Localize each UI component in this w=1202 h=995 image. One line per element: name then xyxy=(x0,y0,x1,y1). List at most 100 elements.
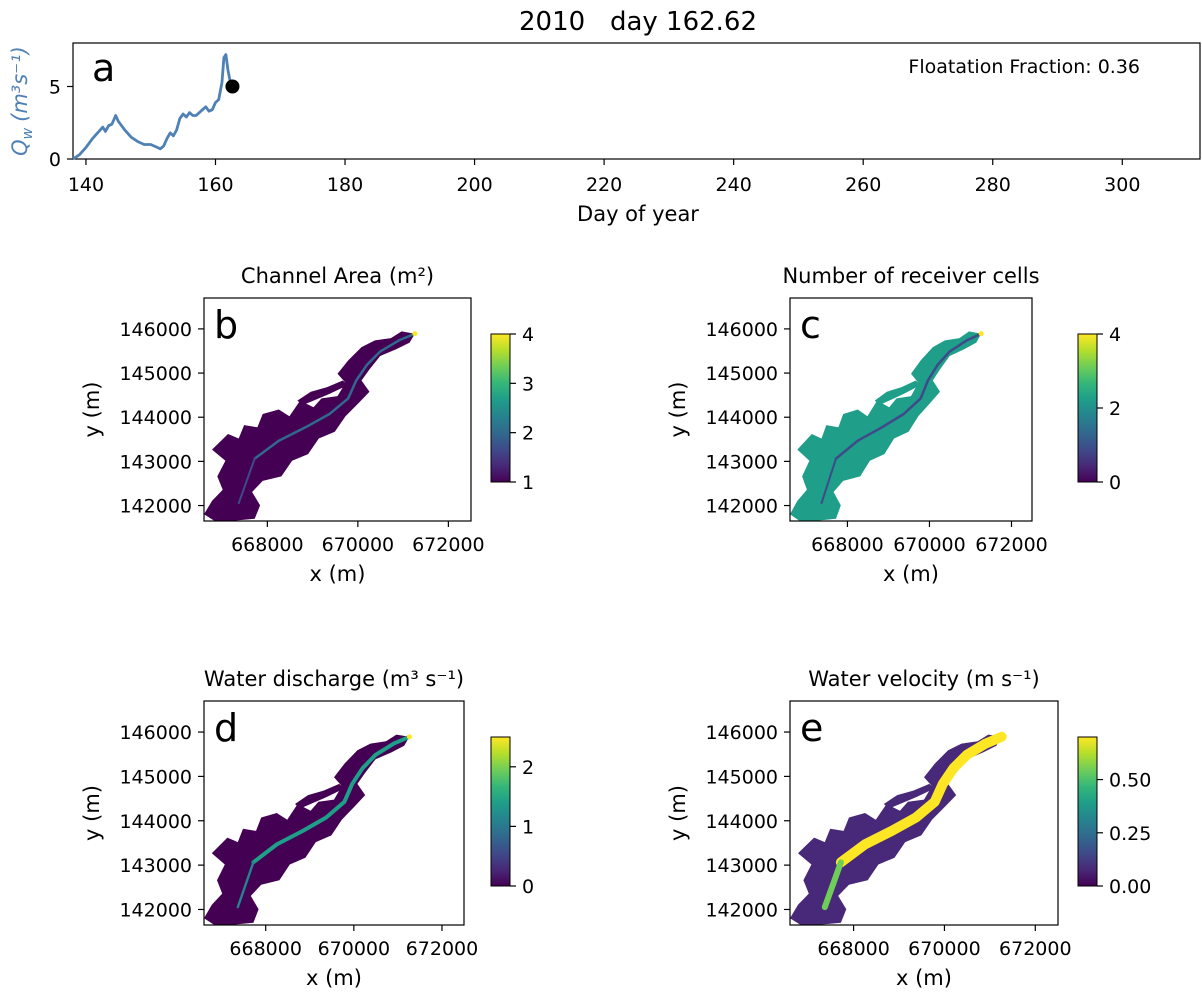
colorbar-tick-label: 4 xyxy=(522,324,534,346)
panel-label-e: e xyxy=(800,706,823,750)
channel-branch-d xyxy=(236,861,255,909)
map-x-axis-label-e: x (m) xyxy=(896,966,952,990)
map-axes-frame-d xyxy=(203,700,465,926)
channel-branch-c xyxy=(820,457,837,505)
x-tick-label: 672000 xyxy=(975,534,1048,556)
channel-network-b xyxy=(253,332,417,460)
colorbar-c xyxy=(1077,333,1098,483)
y-tick-label: 143000 xyxy=(705,855,778,877)
map-title-d: Water discharge (m³ s⁻¹) xyxy=(204,667,464,691)
colorbar-e xyxy=(1077,736,1098,887)
x-tick-label: 672000 xyxy=(999,938,1072,960)
y-tick-label: 142000 xyxy=(705,899,778,921)
x-tick-label: 200 xyxy=(456,174,492,196)
panel-label-d: d xyxy=(214,706,238,750)
hydrograph-y-axis-label: Qw (m³s⁻¹) xyxy=(8,46,36,156)
x-tick-label: 280 xyxy=(975,174,1011,196)
x-tick-label: 140 xyxy=(68,174,104,196)
y-tick-label: 145000 xyxy=(119,363,192,385)
colorbar-tick-label: 3 xyxy=(522,373,534,395)
y-tick-label: 144000 xyxy=(119,407,192,429)
y-tick-label: 142000 xyxy=(705,496,778,518)
x-tick-label: 670000 xyxy=(908,938,981,960)
y-tick-label: 145000 xyxy=(705,766,778,788)
y-label-subscript: w xyxy=(20,127,36,139)
map-axes-frame-c xyxy=(789,297,1033,522)
x-tick-label: 668000 xyxy=(229,938,302,960)
outlet-cell-c xyxy=(978,331,984,337)
colorbar-tick-label: 0 xyxy=(522,876,534,898)
panel-label-a: a xyxy=(92,46,115,90)
y-tick-label: 142000 xyxy=(119,899,192,921)
x-tick-label: 672000 xyxy=(406,938,479,960)
x-tick-label: 670000 xyxy=(893,534,966,556)
figure-title: 2010 day 162.62 xyxy=(519,7,757,37)
map-title-e: Water velocity (m s⁻¹) xyxy=(808,667,1039,691)
map-panel-d: 146000 145000 144000 143000 142000 668000 6700… xyxy=(80,667,534,990)
current-time-marker xyxy=(225,79,240,94)
x-tick-label: 260 xyxy=(845,174,881,196)
hydrograph-x-ticks: 140 160 180 200 220 240 260 280 300 xyxy=(68,159,1140,196)
channel-network-d xyxy=(251,734,412,865)
glacier-arm-d xyxy=(295,783,345,809)
map-panel-b: 146000 145000 144000 143000 142000 668000 6700… xyxy=(80,264,534,586)
glacier-arm-b xyxy=(297,380,349,405)
x-tick-label: 668000 xyxy=(811,534,884,556)
hydrograph-axes-frame xyxy=(72,42,1201,160)
map-x-axis-label-c: x (m) xyxy=(883,562,939,586)
map-panel-c: 146000 145000 144000 143000 142000 668000 6700… xyxy=(666,264,1121,586)
colorbar-tick-label: 0 xyxy=(1109,472,1121,494)
map-x-axis-label-d: x (m) xyxy=(306,966,362,990)
x-tick-label: 300 xyxy=(1104,174,1140,196)
colorbar-tick-label: 4 xyxy=(1109,324,1121,346)
channel-branch-e xyxy=(821,859,844,911)
y-label-q: Q xyxy=(8,139,32,156)
colorbar-tick-label: 2 xyxy=(1109,398,1121,420)
outlet-cell-d xyxy=(406,734,412,740)
panel-label-c: c xyxy=(800,303,821,347)
y-tick-label: 144000 xyxy=(705,811,778,833)
discharge-series-line xyxy=(72,53,234,161)
y-tick-label: 144000 xyxy=(705,407,778,429)
y-tick-label: 143000 xyxy=(119,855,192,877)
colorbar-tick-label: 2 xyxy=(522,757,534,779)
map-y-axis-label-e: y (m) xyxy=(666,785,690,841)
y-tick-label: 146000 xyxy=(119,319,192,341)
channel-network-e xyxy=(835,731,1007,868)
colorbar-b xyxy=(490,333,511,483)
y-tick-label: 146000 xyxy=(119,722,192,744)
x-tick-label: 670000 xyxy=(322,534,395,556)
outlet-cell-e xyxy=(999,734,1005,740)
y-tick-label: 146000 xyxy=(705,319,778,341)
panel-label-b: b xyxy=(214,303,238,347)
x-tick-label: 220 xyxy=(586,174,622,196)
x-tick-label: 670000 xyxy=(318,938,391,960)
channel-branch-b xyxy=(237,457,256,505)
y-tick-label: 143000 xyxy=(705,451,778,473)
map-axes-frame-e xyxy=(789,700,1059,926)
x-tick-label: 180 xyxy=(327,174,363,196)
map-panel-e: 146000 145000 144000 143000 142000 668000 6700… xyxy=(666,667,1151,990)
y-tick-label: 143000 xyxy=(119,451,192,473)
colorbar-tick-label: 0.50 xyxy=(1109,770,1151,792)
colorbar-tick-label: 0.25 xyxy=(1109,823,1151,845)
y-tick-label: 5 xyxy=(49,77,61,99)
map-title-c: Number of receiver cells xyxy=(782,264,1039,288)
y-tick-label: 144000 xyxy=(119,811,192,833)
hydrograph-y-ticks: 05 xyxy=(49,77,73,171)
x-tick-label: 672000 xyxy=(412,534,485,556)
x-tick-label: 668000 xyxy=(231,534,304,556)
y-label-units: (m³s⁻¹) xyxy=(8,46,32,122)
map-title-b: Channel Area (m²) xyxy=(241,264,434,288)
y-tick-label: 145000 xyxy=(705,363,778,385)
colorbar-tick-label: 0.00 xyxy=(1109,876,1151,898)
colorbar-tick-label: 1 xyxy=(522,816,534,838)
map-x-axis-label-b: x (m) xyxy=(310,562,366,586)
x-tick-label: 160 xyxy=(197,174,233,196)
y-tick-label: 145000 xyxy=(119,766,192,788)
outlet-cell-b xyxy=(412,331,418,337)
map-y-axis-label-c: y (m) xyxy=(666,382,690,438)
channel-network-c xyxy=(834,332,983,460)
map-axes-frame-b xyxy=(203,297,472,522)
